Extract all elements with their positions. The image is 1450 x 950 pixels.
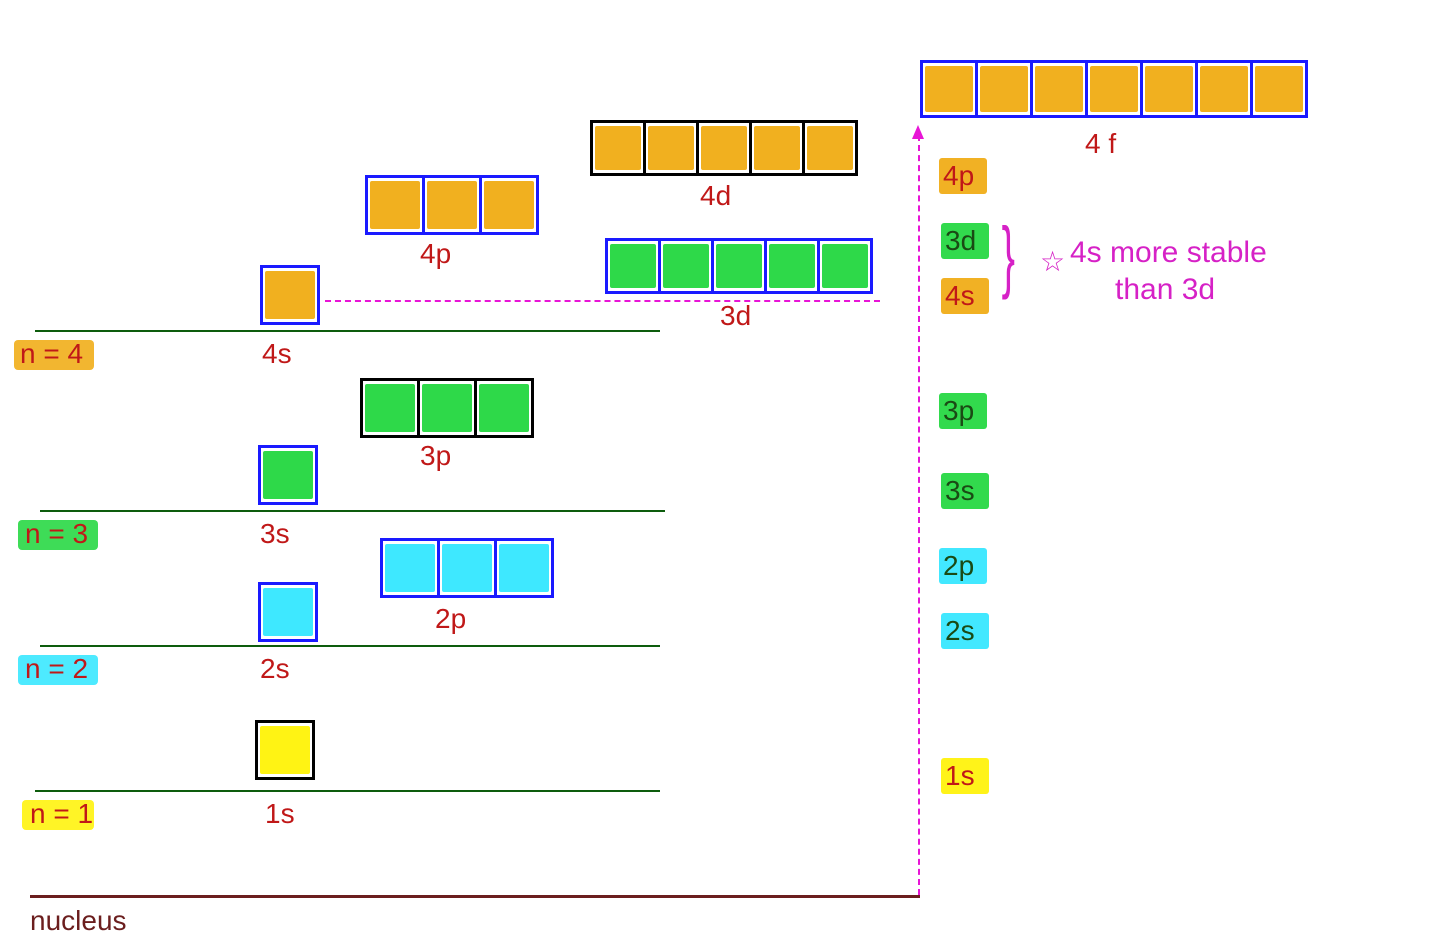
seq-label-3p: 3p <box>943 395 974 427</box>
orbital-3p <box>360 378 534 443</box>
shell-label-n2: n = 2 <box>25 653 88 685</box>
note-star: ☆ <box>1040 245 1065 279</box>
orbital-4f <box>920 60 1308 123</box>
shell-label-n1: n = 1 <box>30 798 93 830</box>
orbital-label-4d: 4d <box>700 180 731 212</box>
seq-label-4s: 4s <box>945 280 975 312</box>
orbital-box <box>920 60 978 118</box>
energy-arrow-line <box>918 135 920 895</box>
orbital-box <box>479 175 539 235</box>
orbital-box <box>590 120 646 176</box>
orbital-box <box>258 445 318 505</box>
seq-label-2p: 2p <box>943 550 974 582</box>
orbital-box <box>1195 60 1253 118</box>
orbital-label-3s: 3s <box>260 518 290 550</box>
orbital-4p <box>365 175 539 240</box>
orbital-box <box>260 265 320 325</box>
shell-label-n3: n = 3 <box>25 518 88 550</box>
shell-line-n4 <box>35 330 660 332</box>
orbital-box <box>380 538 440 598</box>
orbital-label-2s: 2s <box>260 653 290 685</box>
orbital-3d <box>605 238 873 299</box>
orbital-box <box>605 238 661 294</box>
orbital-label-4p: 4p <box>420 238 451 270</box>
shell-line-n3 <box>40 510 665 512</box>
note-line2: than 3d <box>1115 272 1215 308</box>
orbital-label-1s: 1s <box>265 798 295 830</box>
orbital-label-4s: 4s <box>262 338 292 370</box>
note-line1: 4s more stable <box>1070 235 1267 271</box>
energy-arrow-head <box>912 125 924 139</box>
nucleus-line <box>30 895 920 898</box>
seq-label-2s: 2s <box>945 615 975 647</box>
brace-4s-3d: } <box>1002 210 1015 302</box>
orbital-box <box>365 175 425 235</box>
orbital-box <box>255 720 315 780</box>
orbital-box <box>802 120 858 176</box>
orbital-box <box>474 378 534 438</box>
orbital-3s <box>258 445 318 510</box>
dash-4s-3d <box>325 300 880 302</box>
orbital-2p <box>380 538 554 603</box>
orbital-label-4f: 4 f <box>1085 128 1116 160</box>
orbital-box <box>975 60 1033 118</box>
orbital-box <box>437 538 497 598</box>
orbital-label-2p: 2p <box>435 603 466 635</box>
orbital-box <box>696 120 752 176</box>
orbital-2s <box>258 582 318 647</box>
nucleus-label: nucleus <box>30 905 127 937</box>
orbital-box <box>360 378 420 438</box>
orbital-box <box>643 120 699 176</box>
seq-label-4p: 4p <box>943 160 974 192</box>
orbital-box <box>764 238 820 294</box>
orbital-label-3d: 3d <box>720 300 751 332</box>
orbital-box <box>658 238 714 294</box>
orbital-box <box>1085 60 1143 118</box>
shell-label-n4: n = 4 <box>20 338 83 370</box>
shell-line-n2 <box>40 645 660 647</box>
seq-label-3d: 3d <box>945 225 976 257</box>
orbital-box <box>422 175 482 235</box>
orbital-box <box>494 538 554 598</box>
orbital-box <box>1030 60 1088 118</box>
orbital-label-3p: 3p <box>420 440 451 472</box>
orbital-box <box>749 120 805 176</box>
orbital-4d <box>590 120 858 181</box>
orbital-box <box>711 238 767 294</box>
orbital-box <box>817 238 873 294</box>
orbital-box <box>1140 60 1198 118</box>
orbital-1s <box>255 720 315 785</box>
seq-label-1s: 1s <box>945 760 975 792</box>
seq-label-3s: 3s <box>945 475 975 507</box>
shell-line-n1 <box>35 790 660 792</box>
orbital-box <box>1250 60 1308 118</box>
orbital-box <box>258 582 318 642</box>
orbital-box <box>417 378 477 438</box>
orbital-4s <box>260 265 320 330</box>
